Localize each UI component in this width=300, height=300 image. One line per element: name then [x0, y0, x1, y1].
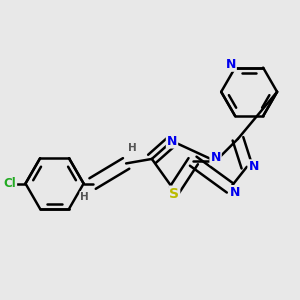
Text: N: N: [248, 160, 259, 173]
Text: N: N: [210, 151, 221, 164]
Text: H: H: [80, 192, 89, 202]
Text: S: S: [169, 187, 179, 201]
Text: Cl: Cl: [3, 177, 16, 190]
Text: H: H: [128, 143, 137, 153]
Text: N: N: [167, 135, 177, 148]
Text: N: N: [230, 186, 240, 199]
Text: N: N: [226, 58, 236, 71]
